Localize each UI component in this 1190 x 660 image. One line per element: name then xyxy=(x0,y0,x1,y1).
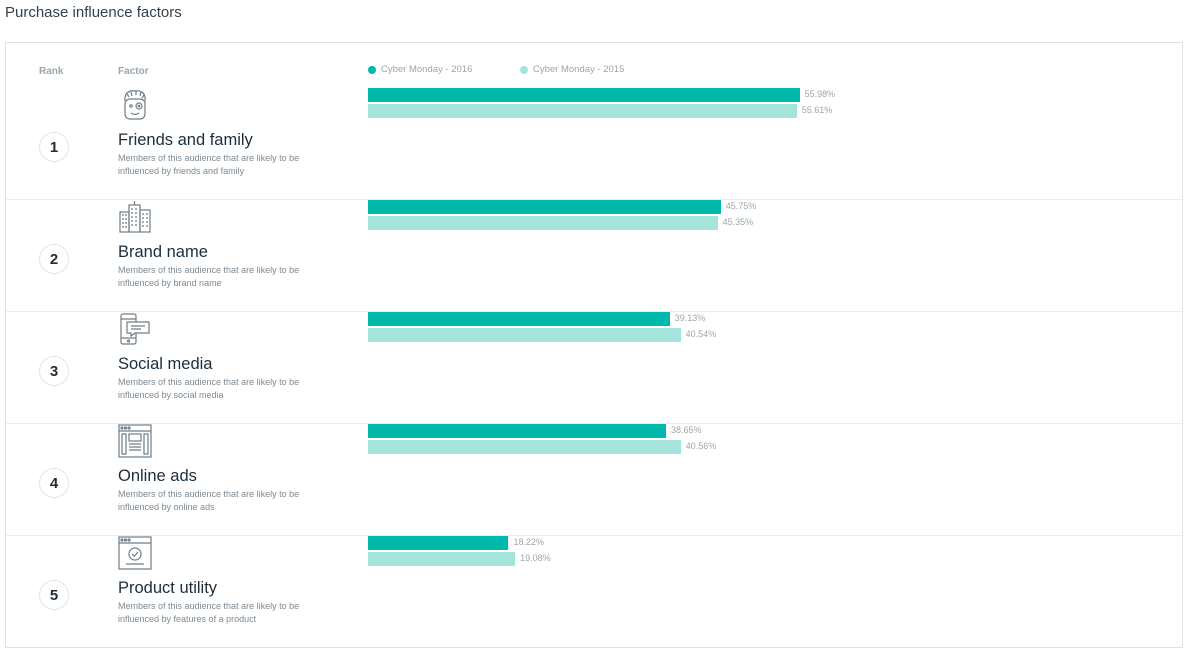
rank-header: Rank xyxy=(39,66,64,77)
factor-row: 5 Product utility Members of this audience… xyxy=(6,536,1182,648)
bar-label-2016: 55.98% xyxy=(804,89,836,99)
bar-2015 xyxy=(368,216,718,230)
legend-label-2016: Cyber Monday - 2016 xyxy=(381,64,473,75)
factor-description: Members of this audience that are likely… xyxy=(118,377,300,400)
legend-dot-2016 xyxy=(368,65,376,74)
factor-name: Friends and family xyxy=(118,131,253,149)
bar-2016 xyxy=(368,88,800,102)
bar-2015 xyxy=(368,328,681,342)
legend-item-2016: Cyber Monday - 2016 xyxy=(368,64,472,75)
factor-row: 4 Online ads Members of this audience that… xyxy=(6,424,1182,536)
rank-badge: 1 xyxy=(39,132,69,162)
bar-label-2015: 45.35% xyxy=(722,217,754,227)
rank-badge: 3 xyxy=(39,356,69,386)
buildings-icon xyxy=(118,200,152,234)
page-title: Purchase influence factors xyxy=(5,4,182,21)
bar-label-2015: 19.08% xyxy=(520,553,551,563)
legend-dot-2015 xyxy=(520,65,528,74)
factor-description: Members of this audience that are likely… xyxy=(118,601,300,624)
bar-2016 xyxy=(368,312,670,326)
factors-panel: Rank Factor Cyber Monday - 2016 Cyber Mo… xyxy=(5,42,1183,648)
browser-check-icon xyxy=(118,536,152,570)
bar-label-2015: 40.56% xyxy=(685,441,717,451)
bar-2015 xyxy=(368,104,797,118)
phone-chat-icon xyxy=(118,312,152,346)
bar-label-2015: 55.61% xyxy=(801,105,833,115)
browser-ads-icon xyxy=(118,424,152,458)
rank-badge: 5 xyxy=(39,580,69,610)
bar-label-2016: 18.22% xyxy=(513,537,544,547)
bar-label-2016: 38.65% xyxy=(670,425,702,435)
bar-2015 xyxy=(368,552,516,566)
bar-label-2016: 45.75% xyxy=(725,201,757,211)
legend-item-2015: Cyber Monday - 2015 xyxy=(520,64,624,75)
rank-badge: 4 xyxy=(39,468,69,498)
bar-2016 xyxy=(368,424,666,438)
factor-description: Members of this audience that are likely… xyxy=(118,153,300,176)
legend-label-2015: Cyber Monday - 2015 xyxy=(533,64,625,75)
factor-description: Members of this audience that are likely… xyxy=(118,265,300,288)
bar-2015 xyxy=(368,440,681,454)
bar-2016 xyxy=(368,536,509,550)
person-face-icon xyxy=(118,88,152,122)
factor-name: Online ads xyxy=(118,467,197,485)
factor-name: Product utility xyxy=(118,579,218,597)
rank-badge: 2 xyxy=(39,244,69,274)
factor-name: Social media xyxy=(118,355,213,373)
bar-label-2016: 39.13% xyxy=(674,313,706,323)
factor-header: Factor xyxy=(118,66,149,77)
factor-name: Brand name xyxy=(118,243,208,261)
bar-label-2015: 40.54% xyxy=(685,329,717,339)
factor-row: 1 Friends and family Members of this audie… xyxy=(6,88,1182,200)
factor-row: 3 Social media Members of this audience th… xyxy=(6,312,1182,424)
bar-2016 xyxy=(368,200,721,214)
factor-row: 2 Brand name Members of this audience that… xyxy=(6,200,1182,312)
factor-description: Members of this audience that are likely… xyxy=(118,489,300,512)
